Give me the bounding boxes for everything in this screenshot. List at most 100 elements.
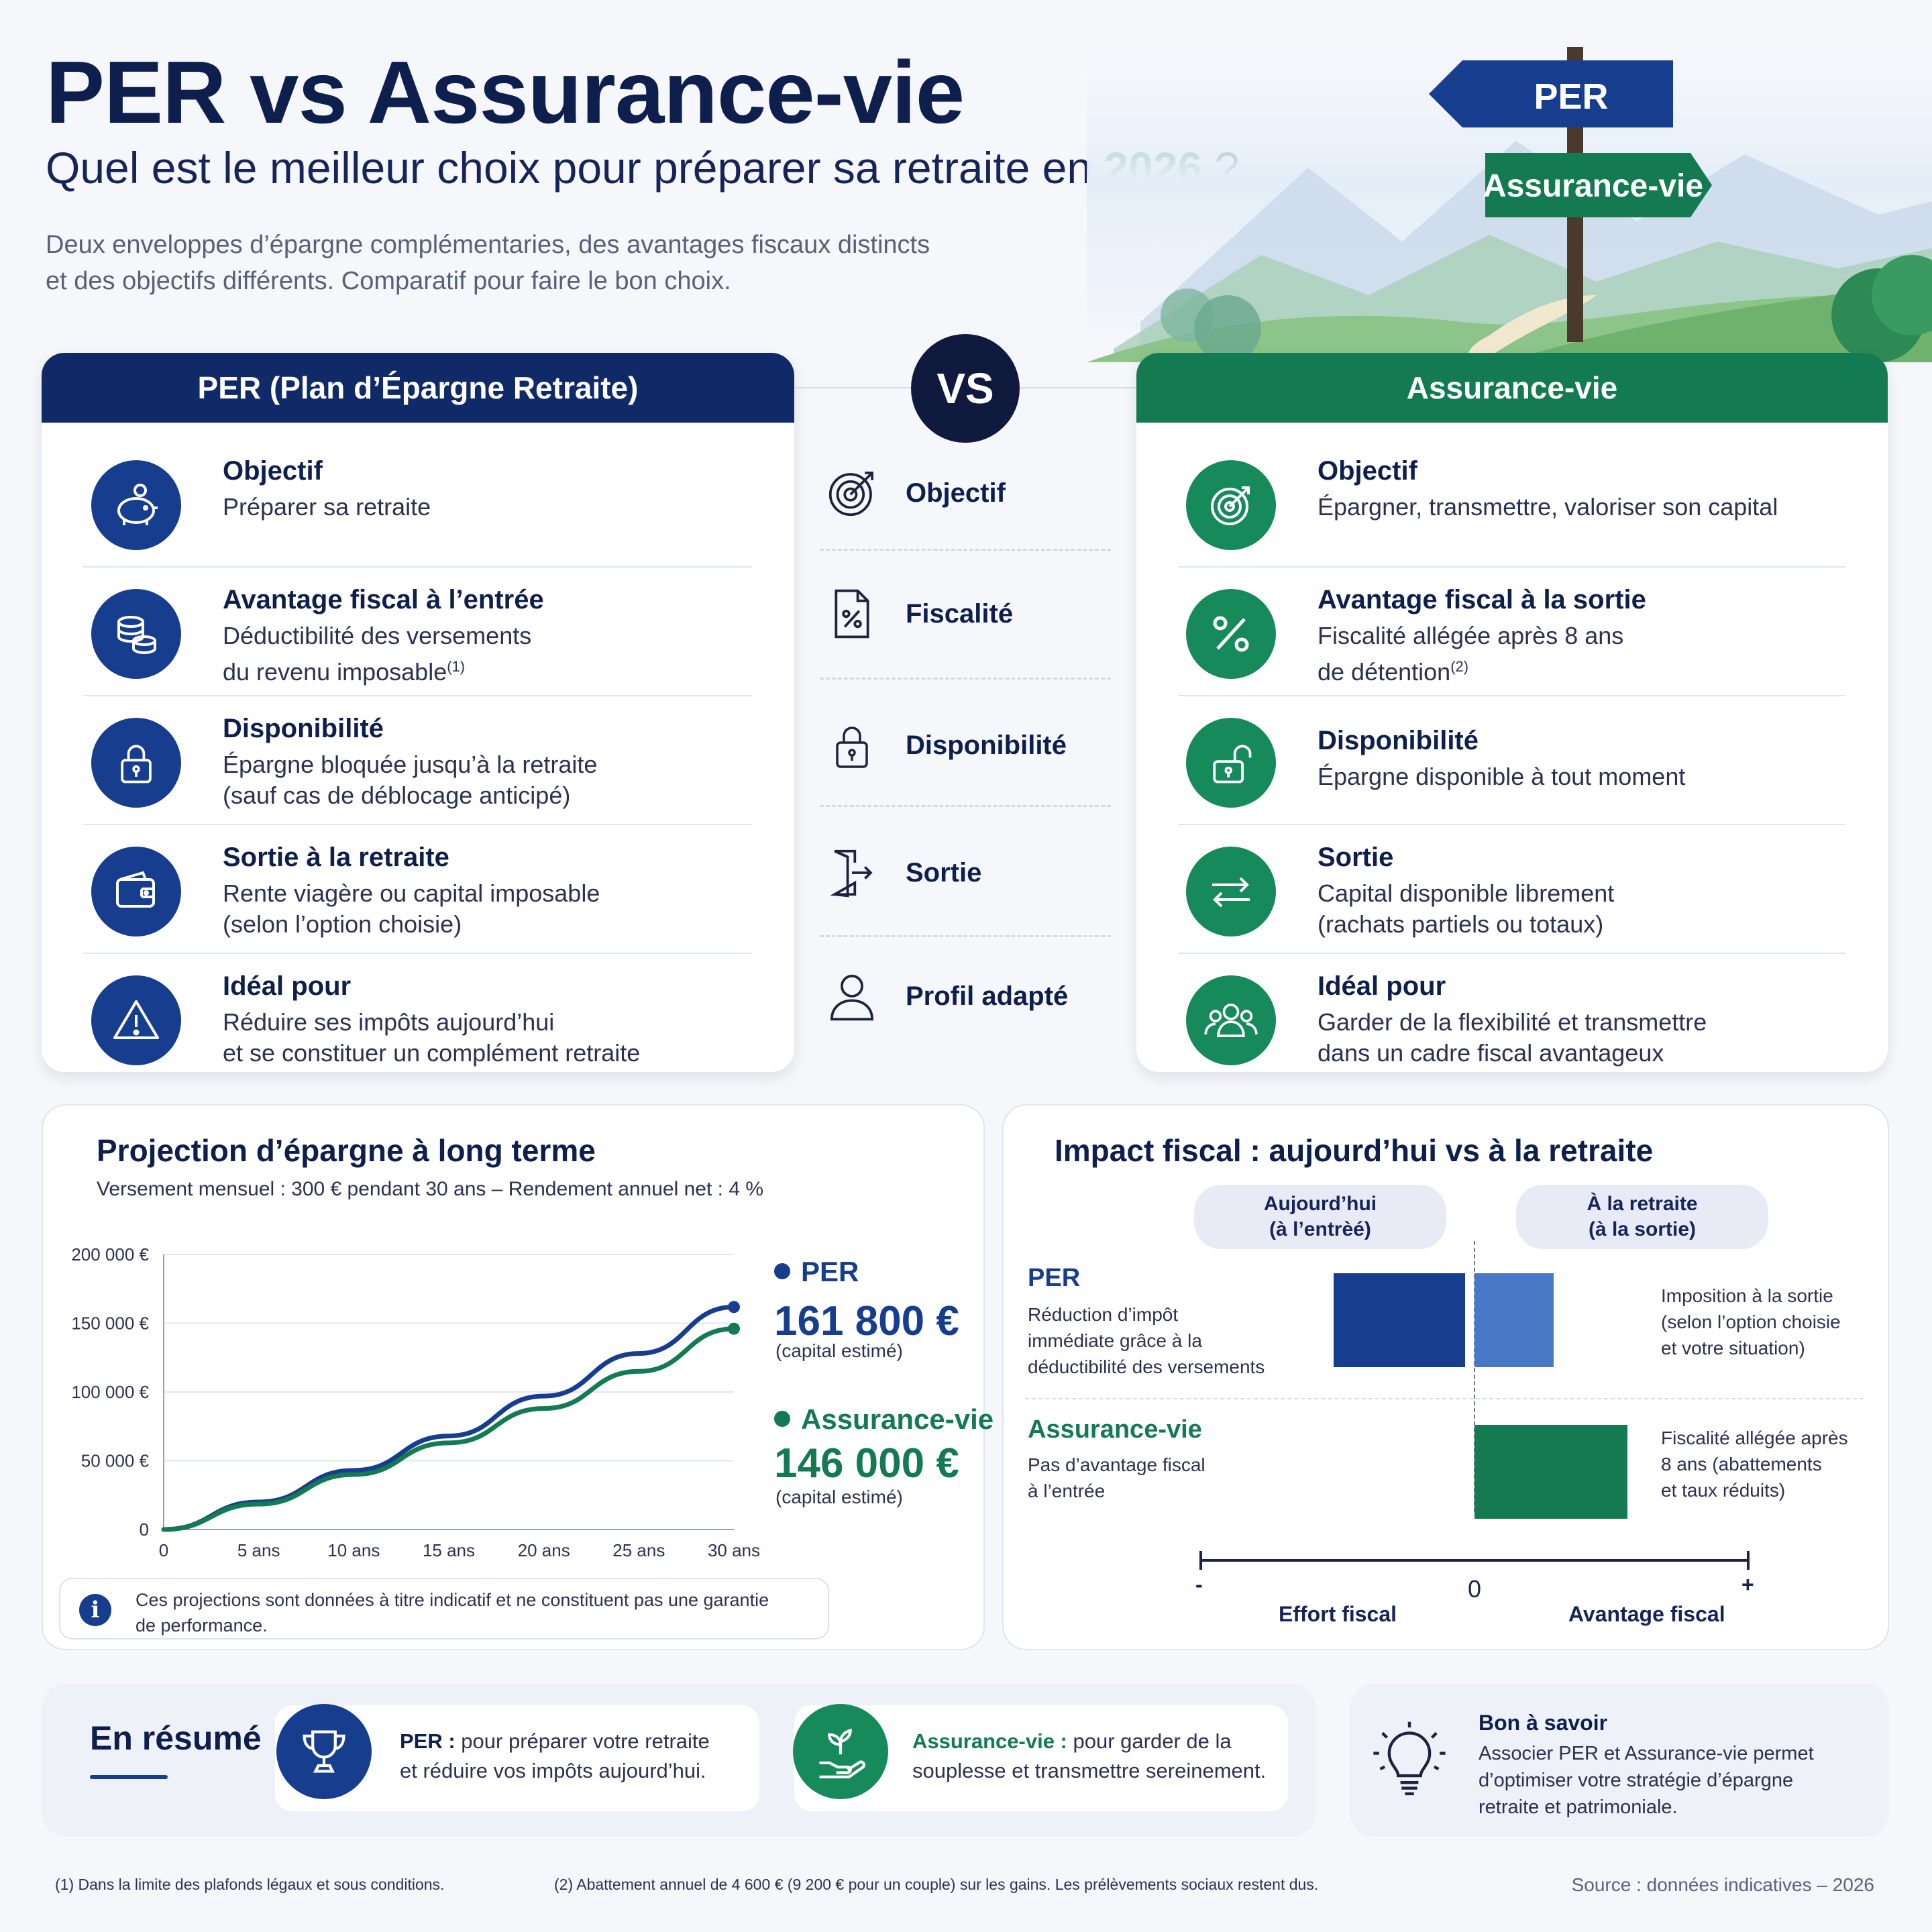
summary-per-line-1: PER : pour préparer votre retraite (400, 1727, 710, 1756)
projection-subtitle: Versement mensuel : 300 € pendant 30 ans… (97, 1178, 764, 1200)
criterion-sortie: Sortie (820, 822, 1111, 923)
sign-per: PER (1429, 60, 1673, 127)
info-icon: i (79, 1594, 111, 1626)
impact-per-label: PER (1028, 1264, 1081, 1292)
per-row-title: Idéal pour (223, 971, 352, 1001)
tip-title: Bon à savoir (1479, 1711, 1608, 1735)
legend-av-value: 146 000 € (774, 1440, 959, 1487)
summary-underline (90, 1775, 168, 1779)
tip-box: Bon à savoir Associer PER et Assurance-v… (1350, 1684, 1889, 1837)
legend-av: Assurance-vie (774, 1403, 994, 1436)
criterion-label: Objectif (906, 478, 1006, 508)
lock-icon (91, 718, 181, 808)
impact-fiscal-card: Impact fiscal : aujourd’hui vs à la retr… (1002, 1104, 1889, 1650)
x-tick-label: 20 ans (518, 1540, 570, 1560)
x-tick-label: 10 ans (327, 1540, 380, 1560)
user-icon (820, 964, 884, 1028)
impact-av-desc-2: à l’entrée (1028, 1481, 1106, 1501)
per-row-desc-2: (selon l’option choisie) (223, 910, 462, 938)
criterion-objectif: Objectif (820, 443, 1111, 543)
bar-per-entree (1334, 1273, 1465, 1367)
warning-icon (91, 975, 181, 1065)
summary-av-line-2: souplesse et transmettre sereinement. (912, 1759, 1267, 1782)
vs-badge: VS (911, 334, 1020, 443)
av-row-objectif: Objectif Épargner, transmettre, valoriser… (1178, 439, 1846, 568)
piggy-bank-icon (91, 460, 181, 550)
per-panel-title: PER (Plan d’Épargne Retraite) (42, 353, 794, 423)
impact-per-note-3: et votre situation) (1661, 1338, 1805, 1358)
impact-per-desc-2: immédiate grâce à la (1028, 1330, 1202, 1351)
target-icon (820, 461, 884, 525)
series-line-Assurance-vie (161, 1326, 737, 1532)
projection-title: Projection d’épargne à long terme (97, 1133, 596, 1168)
criterion-label: Sortie (906, 857, 982, 888)
summary-av-line-1-text: pour garder de la (1067, 1729, 1232, 1753)
pill-right-line-2: (à la sortie) (1588, 1218, 1697, 1240)
x-tick-label: 15 ans (423, 1540, 475, 1560)
legend-av-name: Assurance-vie (801, 1403, 994, 1435)
per-row-title: Disponibilité (223, 714, 384, 743)
criterion-divider (820, 549, 1111, 551)
impact-title: Impact fiscal : aujourd’hui vs à la retr… (1055, 1133, 1654, 1168)
y-tick-label: 200 000 € (71, 1244, 149, 1265)
criterion-divider (820, 935, 1111, 937)
criterion-label: Disponibilité (906, 730, 1067, 760)
x-tick-label: 30 ans (708, 1540, 760, 1560)
av-row-title: Idéal pour (1318, 971, 1446, 1001)
av-row-disponibilite: Disponibilité Épargne disponible à tout m… (1178, 696, 1846, 825)
exchange-icon (1186, 847, 1276, 936)
legend-per-name: PER (801, 1256, 859, 1287)
av-row-ideal-pour: Idéal pour Garder de la flexibilité et tr… (1178, 954, 1846, 1072)
av-row-title: Disponibilité (1318, 726, 1479, 755)
subtitle-text: Quel est le meilleur choix pour préparer… (46, 143, 1092, 193)
bar-per-sortie (1474, 1273, 1554, 1367)
tax-document-icon (820, 582, 884, 646)
summary-av-bold: Assurance-vie : (912, 1729, 1067, 1753)
av-panel-title: Assurance-vie (1136, 353, 1888, 423)
legend-av-note: (capital estimé) (775, 1487, 903, 1507)
criterion-label: Profil adapté (906, 981, 1069, 1011)
av-row-desc: Épargne disponible à tout moment (1318, 763, 1686, 790)
axis-minus: - (1195, 1572, 1203, 1597)
impact-row-divider (1025, 1398, 1864, 1399)
per-row-title: Sortie à la retraite (223, 843, 449, 872)
summary-av-line-1: Assurance-vie : pour garder de la (912, 1727, 1266, 1756)
y-tick-label: 150 000 € (71, 1313, 149, 1334)
percent-icon (1186, 589, 1276, 679)
impact-av-note: Fiscalité allégée après 8 ans (abattemen… (1661, 1425, 1848, 1503)
y-tick-label: 100 000 € (71, 1382, 149, 1402)
summary-per-text: PER : pour préparer votre retraite et ré… (400, 1727, 710, 1786)
av-row-desc: Épargner, transmettre, valoriser son cap… (1318, 493, 1778, 521)
per-row-disponibilite: Disponibilité Épargne bloquée jusqu’à la … (83, 696, 753, 825)
legend-per-note: (capital estimé) (775, 1340, 903, 1361)
criterion-divider (820, 678, 1111, 680)
tip-line-1: Associer PER et Assurance-vie permet (1479, 1743, 1814, 1764)
vs-divider-left (794, 387, 911, 388)
per-row-objectif: Objectif Préparer sa retraite (83, 439, 753, 568)
per-row-desc-1: Réduire ses impôts aujourd’hui (223, 1008, 555, 1036)
summary-av-text: Assurance-vie : pour garder de la souple… (912, 1727, 1266, 1786)
av-row-title: Sortie (1318, 843, 1394, 872)
axis-zero: 0 (1468, 1575, 1482, 1603)
y-tick-label: 50 000 € (81, 1451, 150, 1471)
criterion-divider (820, 805, 1111, 807)
per-row-avantage-fiscal: Avantage fiscal à l’entrée Déductibilité … (83, 568, 753, 696)
legend-dot-per (774, 1263, 790, 1279)
av-row-desc-2: de détention(2) (1318, 651, 1846, 688)
footnote-ref-1: (1) (447, 658, 466, 675)
per-row-title: Avantage fiscal à l’entrée (223, 585, 544, 614)
plant-hand-icon (793, 1704, 888, 1799)
intro-text: Deux enveloppes d’épargne complémentarie… (46, 227, 1025, 299)
pill-aujourdhui: Aujourd’hui (à l’entrèé) (1194, 1185, 1446, 1249)
per-row-desc-1: Rente viagère ou capital imposable (223, 879, 600, 907)
projection-chart-card: Projection d’épargne à long terme Versem… (42, 1104, 994, 1650)
impact-per-note-2: (selon l’option choisie (1661, 1311, 1841, 1332)
per-panel: PER (Plan d’Épargne Retraite) Objectif Pr… (42, 353, 794, 1072)
impact-per-desc: Réduction d’impôt immédiate grâce à la d… (1028, 1301, 1265, 1380)
y-tick-label: 0 (140, 1519, 149, 1540)
pill-left-line-2: (à l’entrèé) (1269, 1218, 1371, 1240)
legend-dot-av (774, 1410, 790, 1427)
av-row-desc-2-text: de détention (1318, 658, 1451, 686)
impact-av-note-1: Fiscalité allégée après (1661, 1428, 1848, 1448)
disclaimer-line-1: Ces projections sont données à titre ind… (136, 1590, 769, 1610)
